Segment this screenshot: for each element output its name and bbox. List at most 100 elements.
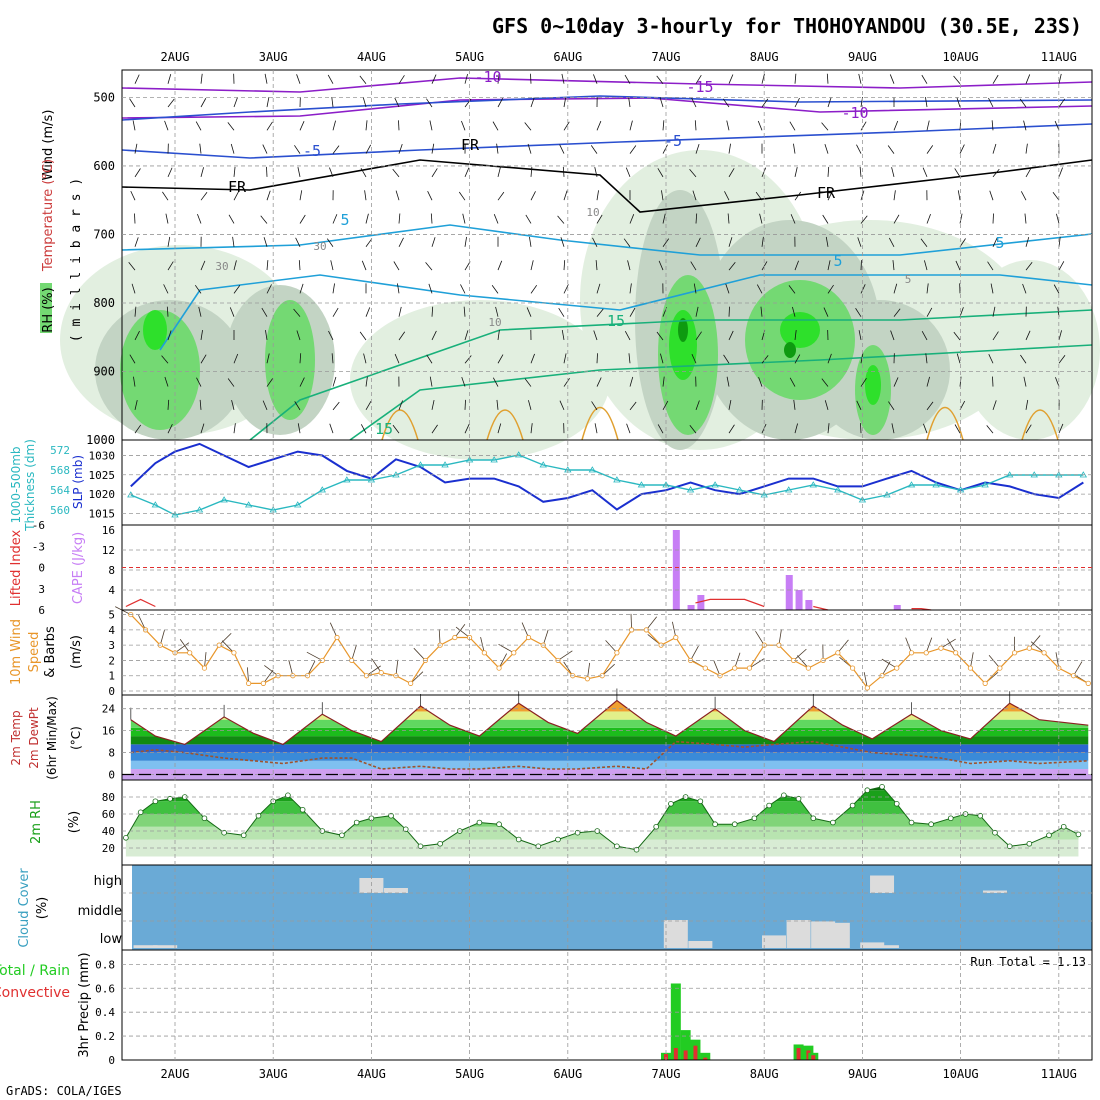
- precip-tick-label: 0.4: [95, 1006, 115, 1019]
- wind-barb: [1053, 284, 1060, 294]
- wind-barb: [298, 260, 301, 271]
- precip-tick-label: 0.2: [95, 1030, 115, 1043]
- wind-barb: [662, 238, 670, 248]
- wind-barb: [1024, 213, 1027, 224]
- wind-barb: [1023, 376, 1027, 387]
- temp-tick-label: 8: [108, 747, 115, 760]
- wind-barb: [656, 75, 664, 84]
- wind-barb-10m: [179, 638, 191, 654]
- wind-barb: [195, 121, 202, 131]
- wind-speed-point: [1012, 650, 1018, 656]
- wind-barb: [891, 167, 895, 177]
- wind-barb: [299, 353, 302, 364]
- wind-barb: [959, 213, 963, 224]
- wind-barb-10m: [646, 616, 657, 631]
- wind-barb-10m: [454, 624, 466, 638]
- wind-speed-point: [1026, 645, 1032, 651]
- wind-barb: [954, 424, 961, 434]
- rh-point: [781, 792, 787, 799]
- lifted-index-line: [695, 598, 765, 608]
- temp-axis-label-2: (6hr Min/Max): [45, 696, 59, 780]
- date-label-top: 9AUG: [848, 50, 877, 64]
- wind-barb: [728, 424, 735, 434]
- temperature-band: [130, 727, 1089, 737]
- wind-barb-10m: [946, 638, 957, 653]
- cape-axis-label: CAPE (J/kg): [71, 532, 86, 604]
- pressure-level-label: 1000: [86, 433, 115, 447]
- wind-barb: [794, 329, 797, 341]
- wind-barb: [134, 306, 137, 317]
- wind-barb: [596, 377, 602, 387]
- wind-barb: [1025, 399, 1029, 410]
- wind-barb: [398, 120, 400, 131]
- wind-barb: [790, 214, 796, 224]
- wind-barb: [662, 400, 669, 411]
- wind-barb: [590, 145, 598, 154]
- contour-label: -5: [303, 142, 321, 160]
- wind-barb-10m: [797, 655, 809, 669]
- wind-barb: [1054, 120, 1060, 131]
- date-label-top: 7AUG: [652, 50, 681, 64]
- wind-barb: [662, 144, 668, 154]
- wind-barb: [299, 190, 303, 201]
- wind-barb: [558, 307, 565, 317]
- temperature-axis-label: Temperature (°C): [41, 159, 56, 272]
- wind-barb: [562, 166, 565, 177]
- wind-barb: [427, 191, 433, 201]
- thickness-point: [195, 506, 204, 513]
- wind-barb: [429, 120, 433, 131]
- wind-barb: [129, 354, 136, 364]
- pressure-level-label: 900: [93, 364, 115, 378]
- wind-barb: [629, 376, 634, 387]
- wind-barb: [332, 376, 337, 387]
- page-title: GFS 0~10day 3-hourly for THOHOYANDOU (30…: [492, 14, 1082, 38]
- thickness-point: [171, 511, 179, 518]
- rh-point: [795, 795, 802, 802]
- wind-axis-label-3: (m/s): [69, 635, 84, 669]
- thickness-point: [686, 486, 695, 493]
- wind-barb-10m: [630, 613, 633, 630]
- wind-barb: [266, 353, 270, 364]
- contour-label: 15: [607, 312, 625, 330]
- rh-point: [712, 821, 718, 827]
- cape-bar: [697, 595, 705, 610]
- temperature-band: [130, 736, 1089, 745]
- contour-label: 10: [488, 316, 501, 329]
- cape-tick-label: 8: [108, 564, 115, 577]
- wind-barb: [592, 237, 598, 247]
- wind-barb: [755, 191, 763, 201]
- wind-speed-line: [130, 614, 1089, 689]
- wind-barb-10m: [455, 626, 470, 638]
- wind-barb: [856, 144, 862, 154]
- precip-tick-label: 0.6: [95, 982, 115, 995]
- wind-barb: [328, 330, 334, 341]
- lifted-index-tick-label: -3: [32, 540, 45, 553]
- thickness-point: [588, 466, 597, 473]
- thickness-point: [220, 496, 228, 503]
- wind-barb: [728, 262, 736, 271]
- wind-barb: [398, 400, 403, 410]
- wind-barb: [794, 260, 799, 271]
- wind-tick-label: 2: [108, 654, 115, 667]
- wind-barb-10m: [778, 629, 782, 646]
- rh-band: [125, 839, 1079, 857]
- wind-barb: [524, 122, 532, 131]
- wind-barb: [167, 98, 175, 108]
- wind-barb: [827, 166, 830, 177]
- wind-barb: [428, 283, 433, 294]
- wind-barb-10m: [204, 652, 207, 669]
- wind-barb: [161, 355, 169, 364]
- wind-barb: [398, 144, 403, 154]
- date-label-bottom: 6AUG: [553, 1067, 582, 1081]
- wind-barb-10m: [793, 648, 807, 661]
- wind-speed-point: [378, 670, 384, 676]
- date-label-bottom: 5AUG: [455, 1067, 484, 1081]
- wind-barb: [955, 260, 961, 271]
- rh-point: [947, 815, 954, 822]
- wind-barb: [728, 143, 731, 154]
- wind-barb: [629, 120, 633, 131]
- date-label-top: 3AUG: [259, 50, 288, 64]
- wind-barb: [563, 260, 566, 271]
- wind-barb: [761, 236, 764, 247]
- contour-label: 30: [215, 260, 228, 273]
